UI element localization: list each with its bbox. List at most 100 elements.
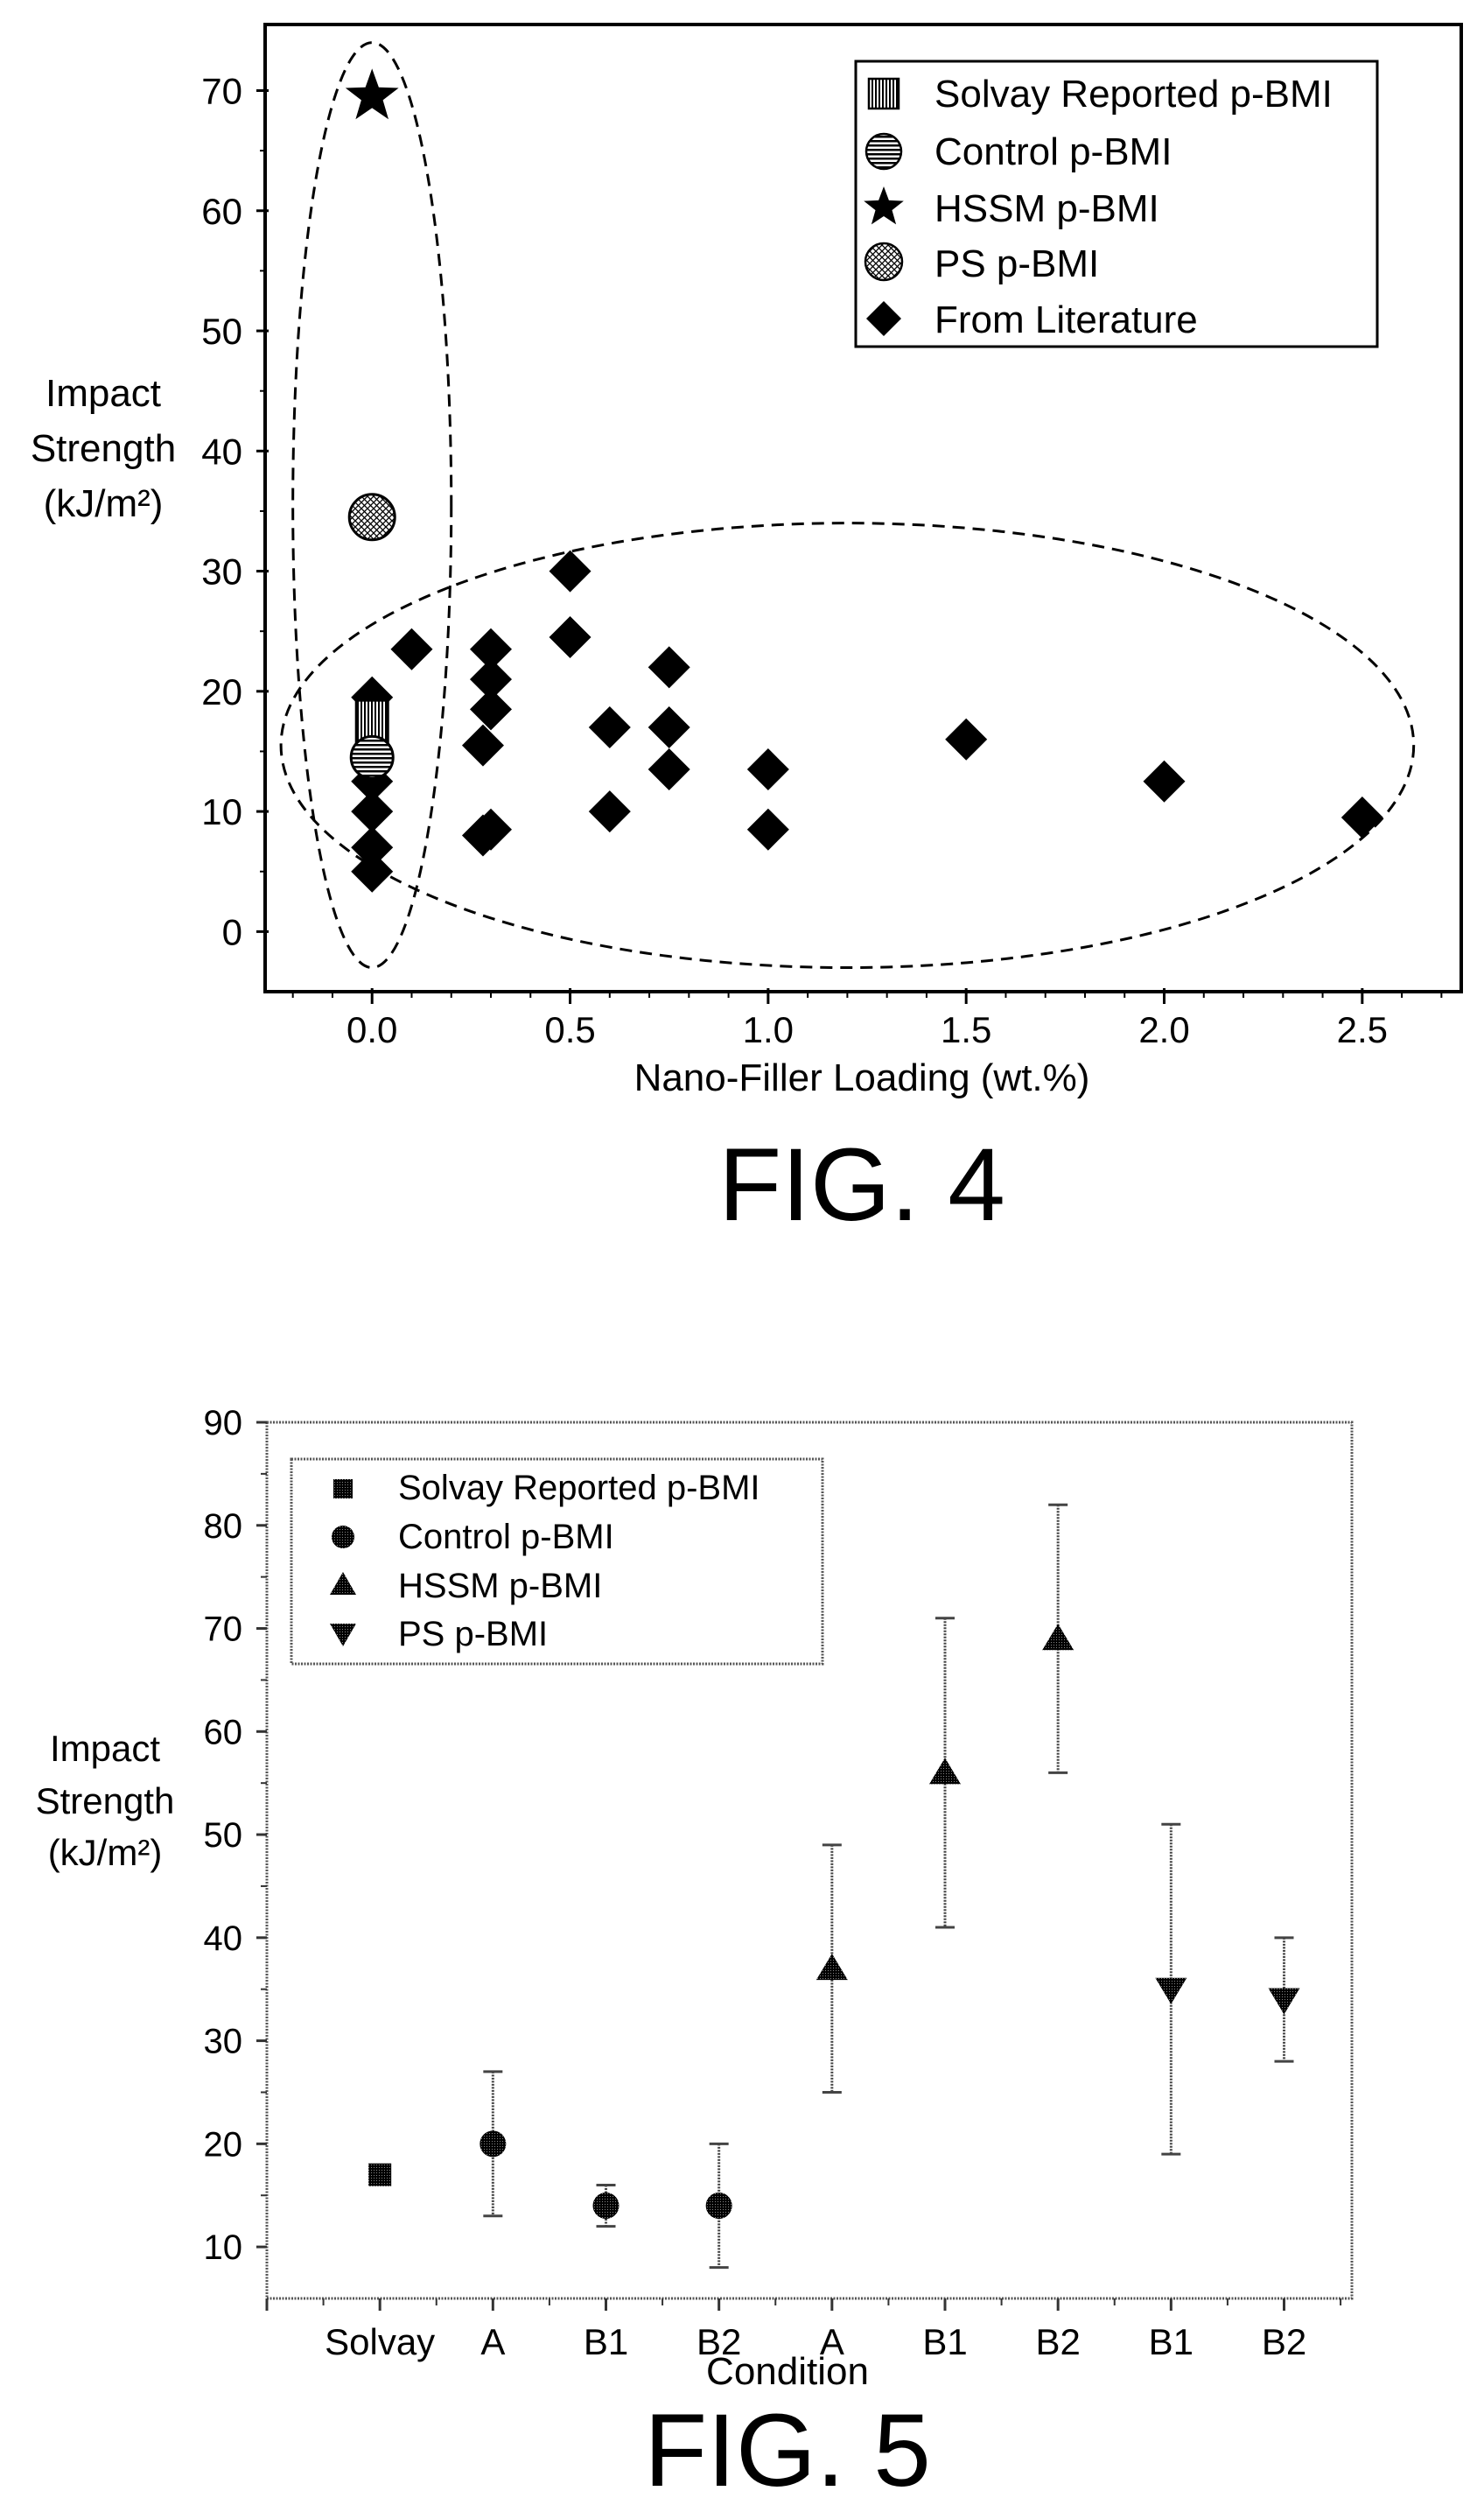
fig4-point-literature <box>648 706 690 749</box>
fig4-point-literature <box>351 850 394 893</box>
fig5-y-tick-label: 80 <box>204 1507 243 1546</box>
fig5-data-points <box>368 1624 1300 2220</box>
fig4-point-literature <box>351 826 394 869</box>
fig5-point-control <box>705 2193 732 2220</box>
fig4-point-literature <box>588 706 631 749</box>
fig5-x-tick-label: B2 <box>1035 2321 1080 2362</box>
fig5-legend-swatch-control <box>332 1526 354 1548</box>
fig5-point-hssm <box>929 1758 961 1785</box>
fig4-point-literature <box>351 790 394 833</box>
fig5-axes <box>256 1421 1342 2311</box>
fig4-legend-swatch-hssm <box>864 186 904 225</box>
fig5-y-axis-label-line: (kJ/m²) <box>48 1832 163 1873</box>
fig4-point-literature <box>470 658 513 701</box>
fig5-x-tick-label: B1 <box>922 2321 967 2362</box>
fig5-point-solvay <box>368 2163 392 2186</box>
fig4-point-literature <box>461 724 504 767</box>
fig5-point-hssm <box>1042 1624 1074 1651</box>
fig4-x-tick-label: 1.5 <box>941 1009 991 1050</box>
fig4-point-literature <box>746 748 789 791</box>
fig4-figure-label: FIG. 4 <box>718 1127 1005 1243</box>
fig4-legend-label: Control p-BMI <box>934 130 1172 173</box>
fig4-legend-label: Solvay Reported p-BMI <box>934 73 1333 116</box>
fig5-y-tick-label: 10 <box>204 2228 243 2267</box>
fig4-dashed-ellipse <box>279 522 1416 970</box>
fig4-legend-box <box>854 60 1379 348</box>
fig4-legend-label: From Literature <box>934 298 1198 341</box>
fig4-legend-swatch-control <box>864 132 903 171</box>
fig5-legend-box <box>290 1457 824 1666</box>
fig4-point-control <box>349 734 395 780</box>
fig4-y-tick-label: 20 <box>201 671 242 712</box>
fig4-y-axis-label-line: Impact <box>46 372 161 415</box>
fig4-y-tick-label: 50 <box>201 311 242 352</box>
fig5-x-tick-label: A <box>820 2321 844 2362</box>
fig4-y-axis-label-line: (kJ/m²) <box>44 482 164 525</box>
fig5-point-ps <box>1268 1988 1300 2015</box>
fig5-x-tick-label: Solvay <box>325 2321 435 2362</box>
fig4-y-tick-label: 30 <box>201 551 242 593</box>
fig4-point-literature <box>470 628 513 670</box>
fig4-point-literature <box>648 646 690 689</box>
fig4-chart: 0 10 20 30 40 50 60 70 0.0 0.5 1.0 1.5 2.0 2.5 Nano-F… <box>31 23 1463 1243</box>
fig4-point-literature <box>945 718 988 761</box>
fig5-point-ps <box>1155 1977 1187 2004</box>
fig5-y-axis-label-line: Impact <box>50 1728 160 1769</box>
fig4-x-axis-label: Nano-Filler Loading (wt.%) <box>634 1056 1090 1099</box>
fig4-dashed-ellipses <box>279 41 1416 970</box>
fig5-x-tick-label: A <box>480 2321 505 2362</box>
fig4-axes <box>256 25 1461 1004</box>
fig5-legend-label: HSSM p-BMI <box>398 1567 602 1605</box>
fig5-y-tick-label: 90 <box>204 1404 243 1442</box>
fig4-legend-swatch-solvay <box>867 77 900 110</box>
fig4-point-literature <box>648 748 690 791</box>
fig4-dashed-ellipse <box>291 41 453 970</box>
fig5-point-control <box>480 2130 507 2158</box>
fig4-x-tick-label: 0.5 <box>544 1009 595 1050</box>
fig5-y-tick-label: 20 <box>204 2125 243 2164</box>
fig4-y-tick-label: 60 <box>201 191 242 232</box>
fig4-point-literature <box>1143 760 1186 803</box>
fig5-legend-swatch-solvay <box>333 1479 353 1498</box>
fig4-point-literature <box>390 628 433 670</box>
fig5-figure-label: FIG. 5 <box>644 2393 931 2505</box>
fig5-y-tick-label: 40 <box>204 1919 243 1958</box>
fig5-x-tick-label: B2 <box>696 2321 741 2362</box>
fig4-y-axis-label-line: Strength <box>31 427 176 470</box>
fig5-x-tick-label: B1 <box>584 2321 628 2362</box>
fig5-legend-swatch-hssm <box>330 1572 356 1595</box>
fig4-point-literature <box>588 790 631 833</box>
fig4-legend-swatch-ps <box>864 242 904 282</box>
fig4-point-literature <box>470 688 513 731</box>
fig4-y-tick-label: 40 <box>201 431 242 472</box>
fig4-point-literature <box>549 550 592 593</box>
fig5-legend-label: Control p-BMI <box>398 1518 614 1556</box>
fig4-x-tick-label: 2.5 <box>1337 1009 1388 1050</box>
fig4-plot-frame <box>263 23 1463 993</box>
fig5-y-tick-label: 50 <box>204 1816 243 1855</box>
fig5-y-axis-label: Impact Strength (kJ/m²) <box>36 1728 175 1873</box>
fig4-point-hssm <box>345 68 399 120</box>
fig5-tick-labels: 10 20 30 40 50 60 70 80 90 Solvay A B1 B2 A B1 B2 B1 B2 <box>204 1404 1307 2362</box>
fig4-legend-label: HSSM p-BMI <box>934 187 1159 230</box>
fig4-x-tick-label: 0.0 <box>346 1009 397 1050</box>
fig4-y-tick-label: 10 <box>201 791 242 832</box>
fig4-point-literature <box>1340 796 1383 839</box>
fig4-tick-labels: 0 10 20 30 40 50 60 70 0.0 0.5 1.0 1.5 2.0 2.5 <box>201 70 1388 1050</box>
fig4-point-ps <box>347 493 396 542</box>
fig5-x-tick-label: B1 <box>1149 2321 1194 2362</box>
fig5-y-tick-label: 30 <box>204 2023 243 2061</box>
fig5-point-control <box>592 2193 620 2220</box>
fig4-y-axis-label: Impact Strength (kJ/m²) <box>31 372 176 525</box>
fig5-point-hssm <box>816 1954 848 1981</box>
fig4-y-tick-label: 0 <box>222 911 242 952</box>
fig5-x-axis-label: Condition <box>706 2350 869 2393</box>
fig5-legend-swatch-ps <box>330 1624 356 1646</box>
fig5-y-tick-label: 60 <box>204 1713 243 1751</box>
fig5-chart: 10 20 30 40 50 60 70 80 90 Solvay A B1 B2 A B1 B2 B1 B2 C… <box>36 1404 1354 2505</box>
fig4-data-points <box>345 68 1383 893</box>
fig4-legend: Solvay Reported p-BMI Control p-BMI HSSM… <box>854 60 1379 348</box>
fig5-legend-label: PS p-BMI <box>398 1615 548 1653</box>
fig4-point-literature <box>549 616 592 659</box>
